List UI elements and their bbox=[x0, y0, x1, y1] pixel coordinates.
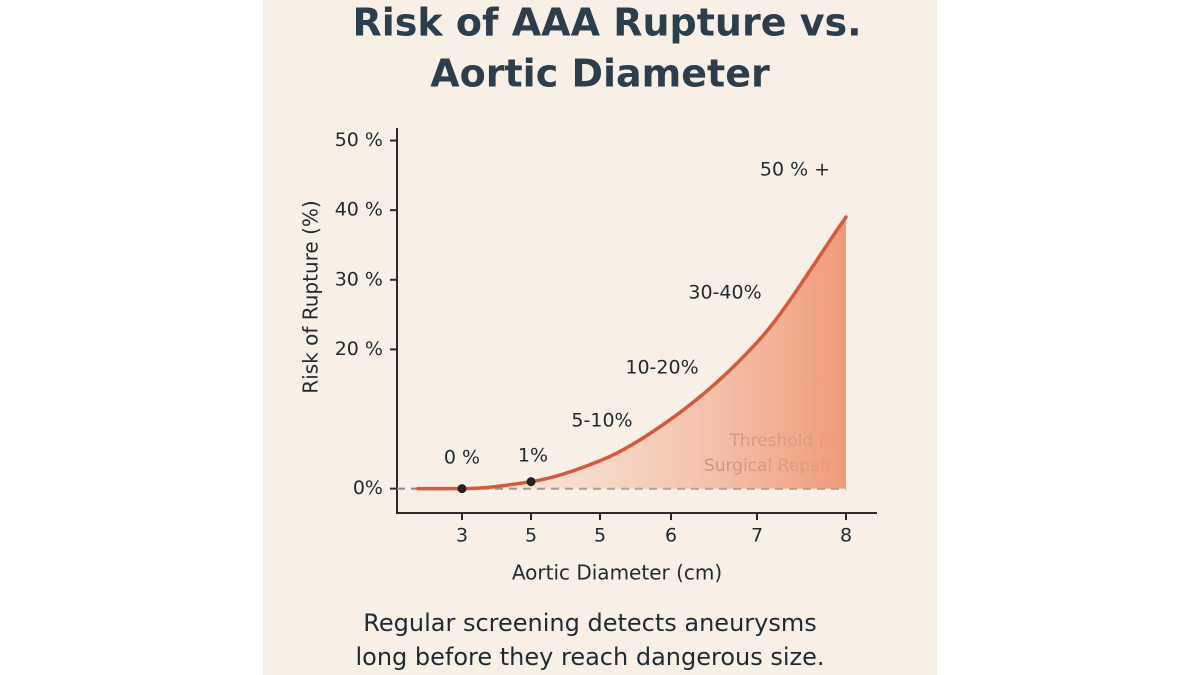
annotation: 5-10% bbox=[571, 410, 632, 432]
x-tick-label: 5 bbox=[594, 525, 606, 547]
annotation: 1% bbox=[518, 445, 548, 467]
point bbox=[526, 477, 536, 487]
x-axis-label: Aortic Diameter (cm) bbox=[512, 561, 722, 585]
x-tick-label: 3 bbox=[456, 525, 468, 547]
y-axis-label: Risk of Rupture (%) bbox=[299, 200, 323, 393]
x-tick-label: 7 bbox=[751, 525, 763, 547]
point bbox=[457, 484, 467, 494]
footnote: Regular screening detects aneurysms bbox=[363, 609, 816, 637]
chart-title: Risk of AAA Rupture vs. bbox=[352, 1, 861, 45]
x-tick-label: 6 bbox=[665, 525, 677, 547]
area bbox=[418, 217, 846, 489]
y-tick-label: 0% bbox=[353, 477, 383, 499]
line bbox=[416, 215, 848, 491]
x-tick-label: 8 bbox=[840, 525, 852, 547]
x-tick-label: 5 bbox=[525, 525, 537, 547]
y-tick-label: 50 % bbox=[335, 129, 383, 151]
y-tick-label: 20 % bbox=[335, 338, 383, 360]
annotation: 50 % + bbox=[760, 159, 830, 181]
y-tick-label: 40 % bbox=[335, 199, 383, 221]
annotation: 30-40% bbox=[688, 282, 761, 304]
annotation: 0 % bbox=[444, 447, 480, 469]
footnote: long before they reach dangerous size. bbox=[355, 643, 824, 671]
y-tick-label: 30 % bbox=[335, 268, 383, 290]
annotation: 10-20% bbox=[625, 357, 698, 379]
chart-title: Aortic Diameter bbox=[430, 52, 770, 96]
